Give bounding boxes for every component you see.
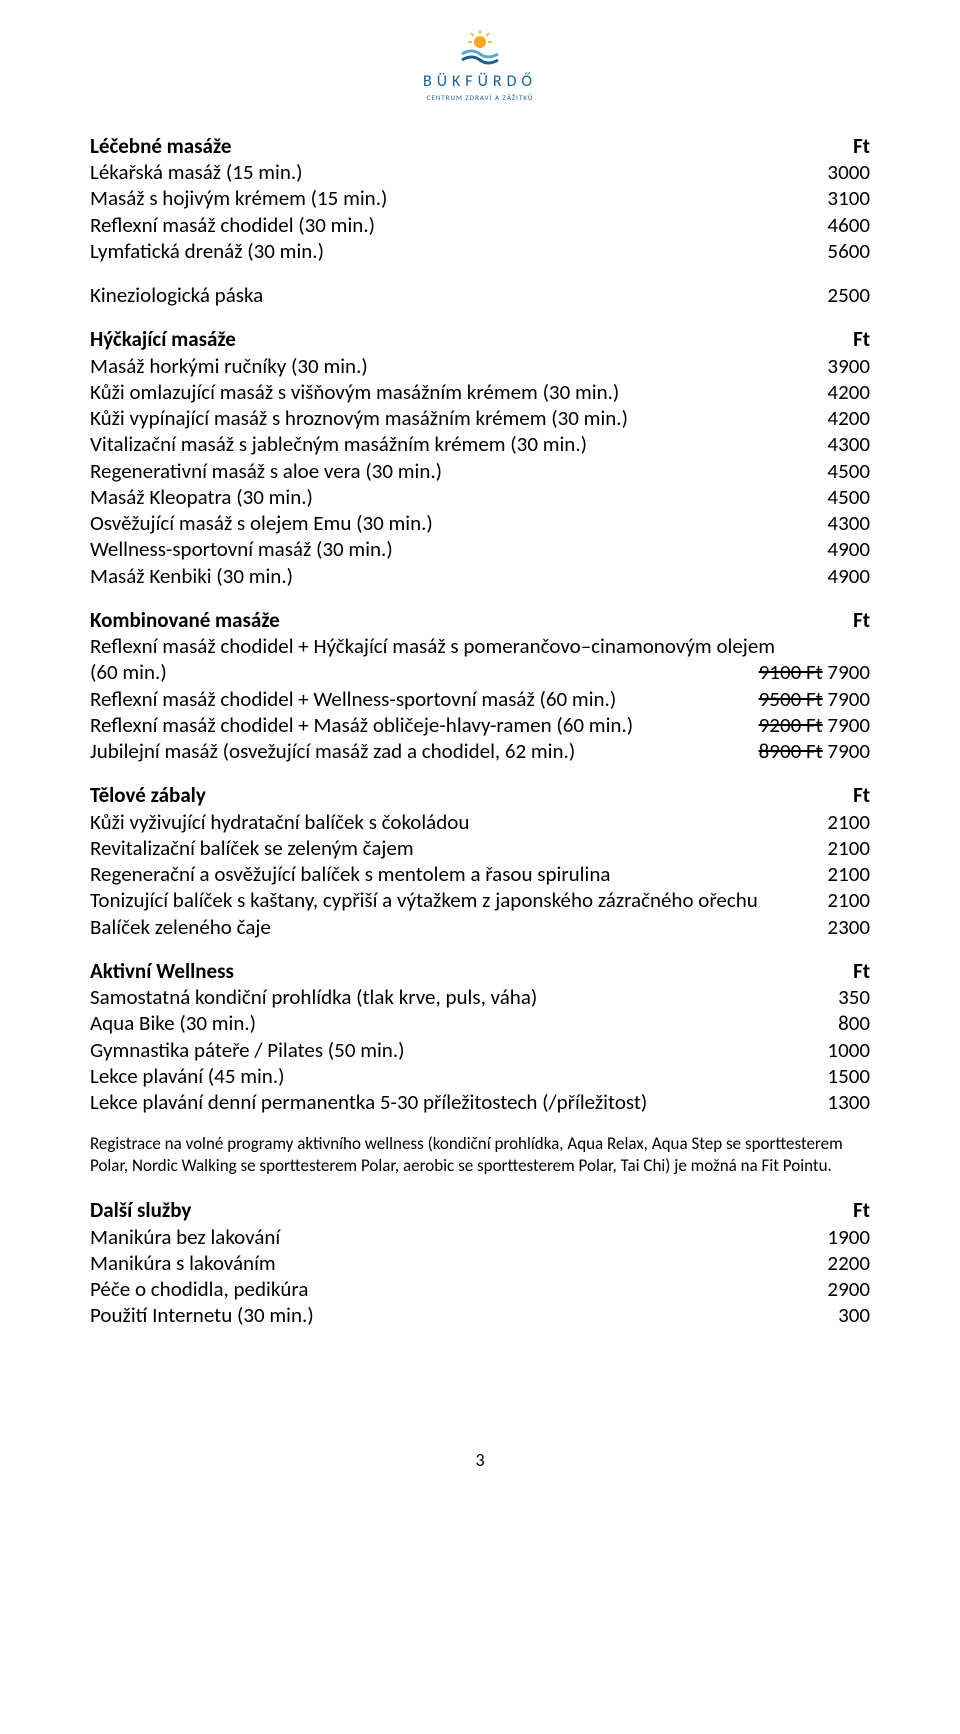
item-label: Vitalizační masáž s jablečným masážním k… [90, 431, 807, 457]
item-price: 4600 [807, 212, 870, 238]
item-label: Lymfatická drenáž (30 min.) [90, 238, 807, 264]
logo-brand: BÜKFÜRDŐ [423, 72, 537, 92]
item-label: Osvěžující masáž s olejem Emu (30 min.) [90, 510, 807, 536]
item-price: 2100 [807, 861, 870, 887]
item-label: Lékařská masáž (15 min.) [90, 159, 807, 185]
section-kinez: Kineziologická páska2500 [90, 282, 870, 308]
item-price: 9500 Ft 7900 [739, 686, 870, 712]
item-label: Kůži omlazující masáž s višňovým masážní… [90, 379, 807, 405]
item-price: 2100 [807, 887, 870, 913]
item-label: Reflexní masáž chodidel (30 min.) [90, 212, 807, 238]
section-kombinovane: Kombinované masáže Ft Reflexní masáž cho… [90, 607, 870, 765]
item-label: Balíček zeleného čaje [90, 914, 807, 940]
item-price: 4500 [807, 458, 870, 484]
item-price: 9200 Ft 7900 [739, 712, 870, 738]
item-label: Lekce plavání denní permanentka 5-30 pří… [90, 1089, 807, 1115]
item-label: Masáž s hojivým krémem (15 min.) [90, 185, 807, 211]
item-label: Regenerativní masáž s aloe vera (30 min.… [90, 458, 807, 484]
item-price: 2200 [807, 1250, 870, 1276]
section-hyckajici: Hýčkající masáže Ft Masáž horkými ručník… [90, 326, 870, 589]
unit-label: Ft [833, 782, 870, 808]
item-price: 9100 Ft 7900 [739, 659, 870, 685]
item-price: 2300 [807, 914, 870, 940]
item-label: Kůži vypínající masáž s hroznovým masážn… [90, 405, 807, 431]
item-price: 1500 [807, 1063, 870, 1089]
item-price: 3100 [807, 185, 870, 211]
item-label: Gymnastika páteře / Pilates (50 min.) [90, 1037, 807, 1063]
item-label: (60 min.) [90, 659, 739, 685]
section-title: Hýčkající masáže [90, 326, 833, 352]
section-dalsi: Další služby Ft Manikúra bez lakování190… [90, 1197, 870, 1328]
section-title: Kombinované masáže [90, 607, 833, 633]
item-label: Použití Internetu (30 min.) [90, 1302, 818, 1328]
registration-note: Registrace na volné programy aktivního w… [90, 1133, 870, 1177]
logo-icon [460, 30, 500, 70]
item-label: Jubilejní masáž (osvežující masáž zad a … [90, 738, 739, 764]
item-label: Reflexní masáž chodidel + Hýčkající masá… [90, 633, 870, 659]
item-price: 5600 [807, 238, 870, 264]
item-label: Regenerační a osvěžující balíček s mento… [90, 861, 807, 887]
logo: BÜKFÜRDŐ CENTRUM ZDRAVÍ A ZÁŽITKŮ [90, 30, 870, 103]
section-title: Další služby [90, 1197, 833, 1223]
section-title: Tělové zábaly [90, 782, 833, 808]
item-price: 4200 [807, 379, 870, 405]
item-price: 2900 [807, 1276, 870, 1302]
page-number: 3 [90, 1449, 870, 1472]
item-label: Tonizující balíček s kaštany, cypřiší a … [90, 887, 807, 913]
item-price: 800 [818, 1010, 870, 1036]
item-price: 8900 Ft 7900 [739, 738, 870, 764]
logo-subtitle: CENTRUM ZDRAVÍ A ZÁŽITKŮ [423, 94, 537, 103]
item-label: Reflexní masáž chodidel + Wellness-sport… [90, 686, 739, 712]
item-label: Péče o chodidla, pedikúra [90, 1276, 807, 1302]
section-lecebne: Léčebné masáže Ft Lékařská masáž (15 min… [90, 133, 870, 264]
unit-label: Ft [833, 326, 870, 352]
section-aktivni: Aktivní Wellness Ft Samostatná kondiční … [90, 958, 870, 1116]
item-price: 4300 [807, 510, 870, 536]
unit-label: Ft [833, 133, 870, 159]
item-price: 300 [818, 1302, 870, 1328]
item-price: 2500 [807, 282, 870, 308]
item-label: Lekce plavání (45 min.) [90, 1063, 807, 1089]
item-label: Kineziologická páska [90, 282, 807, 308]
item-label: Manikúra s lakováním [90, 1250, 807, 1276]
item-label: Masáž Kleopatra (30 min.) [90, 484, 807, 510]
item-price: 4200 [807, 405, 870, 431]
item-label: Aqua Bike (30 min.) [90, 1010, 818, 1036]
item-label: Kůži vyživující hydratační balíček s čok… [90, 809, 807, 835]
item-label: Wellness-sportovní masáž (30 min.) [90, 536, 807, 562]
section-title: Léčebné masáže [90, 133, 833, 159]
item-label: Reflexní masáž chodidel + Masáž obličeje… [90, 712, 739, 738]
item-price: 4900 [807, 563, 870, 589]
item-label: Manikúra bez lakování [90, 1224, 807, 1250]
item-label: Masáž Kenbiki (30 min.) [90, 563, 807, 589]
section-telove: Tělové zábaly Ft Kůži vyživující hydrata… [90, 782, 870, 940]
item-price: 1900 [807, 1224, 870, 1250]
item-price: 350 [818, 984, 870, 1010]
unit-label: Ft [833, 958, 870, 984]
item-price: 3000 [807, 159, 870, 185]
item-price: 1300 [807, 1089, 870, 1115]
item-price: 4300 [807, 431, 870, 457]
unit-label: Ft [833, 607, 870, 633]
item-price: 4500 [807, 484, 870, 510]
item-label: Revitalizační balíček se zeleným čajem [90, 835, 807, 861]
item-price: 4900 [807, 536, 870, 562]
section-title: Aktivní Wellness [90, 958, 833, 984]
item-price: 2100 [807, 835, 870, 861]
unit-label: Ft [833, 1197, 870, 1223]
item-label: Samostatná kondiční prohlídka (tlak krve… [90, 984, 818, 1010]
item-label: Masáž horkými ručníky (30 min.) [90, 353, 807, 379]
item-price: 2100 [807, 809, 870, 835]
item-price: 3900 [807, 353, 870, 379]
item-price: 1000 [807, 1037, 870, 1063]
